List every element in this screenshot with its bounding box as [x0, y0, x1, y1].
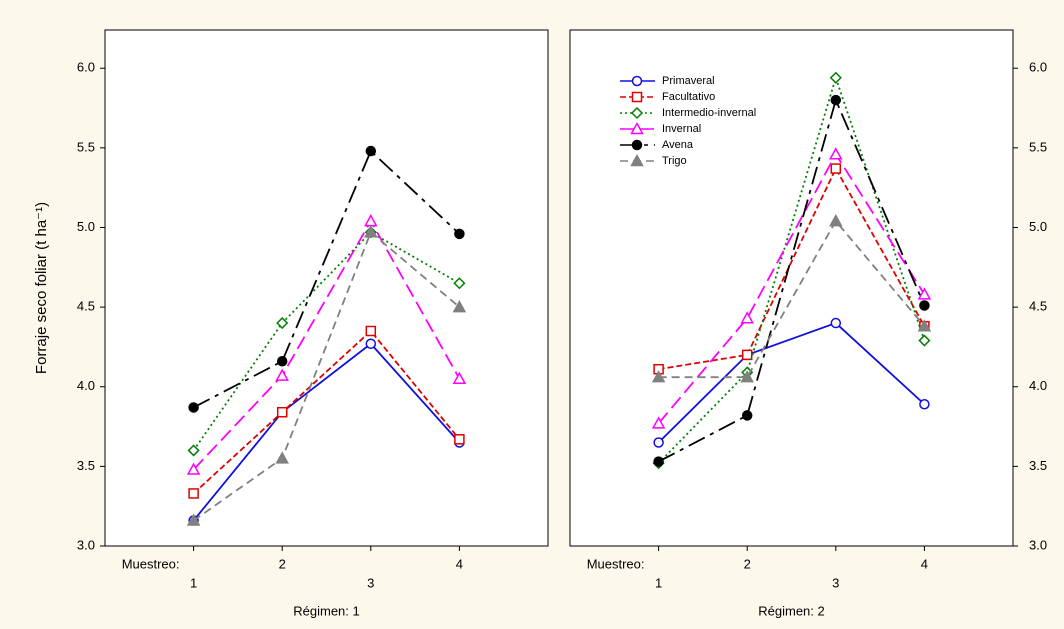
y-tick-label: 3.5	[77, 458, 95, 473]
y-tick-label: 4.5	[1029, 299, 1047, 314]
series-line	[192, 329, 461, 495]
y-tick-label: 4.5	[77, 299, 95, 314]
x-tick-label: 3	[832, 575, 839, 590]
marker	[276, 316, 289, 330]
marker	[275, 368, 289, 381]
marker	[631, 91, 643, 103]
marker	[919, 300, 930, 311]
series-line	[657, 152, 926, 424]
marker	[740, 370, 754, 383]
marker	[630, 121, 644, 135]
marker	[829, 71, 842, 84]
marker	[187, 444, 200, 457]
marker	[830, 163, 842, 174]
marker	[653, 437, 664, 448]
marker	[364, 225, 378, 238]
series-line	[658, 219, 926, 379]
x-tick-label: 4	[456, 556, 463, 571]
legend-label: Intermedio-invernal	[662, 107, 756, 119]
series-line	[657, 322, 926, 444]
legend-label: Trigo	[662, 155, 687, 167]
x-tick-label: 1	[190, 575, 197, 590]
x-tick-label: 2	[279, 556, 286, 571]
marker	[452, 300, 467, 313]
series-line	[657, 74, 926, 464]
marker	[186, 513, 201, 526]
y-tick-label: 6.0	[1029, 60, 1047, 75]
marker	[454, 434, 465, 445]
y-axis-label: Forraje seco foliar (t ha⁻¹)	[33, 202, 50, 374]
y-tick-label: 3.5	[1029, 458, 1047, 473]
marker	[365, 338, 377, 349]
marker	[365, 325, 377, 337]
y-tick-label: 4.0	[1029, 378, 1047, 393]
y-tick-label: 3.0	[77, 537, 95, 552]
y-tick-label: 6.0	[77, 60, 95, 75]
marker	[452, 371, 467, 385]
marker	[830, 317, 842, 329]
legend-label: Facultativo	[662, 91, 715, 103]
marker	[917, 287, 932, 300]
marker	[829, 214, 843, 227]
marker	[651, 370, 666, 383]
series-line	[193, 230, 460, 522]
series-line	[658, 97, 926, 463]
plot-area	[569, 29, 1014, 547]
legend-label: Primaveral	[662, 75, 715, 87]
series-line	[658, 166, 926, 371]
marker	[276, 406, 288, 418]
marker	[741, 349, 753, 361]
y-tick-label: 4.0	[77, 378, 95, 393]
y-tick-label: 5.5	[77, 139, 95, 154]
marker	[276, 356, 288, 367]
x-tick-label: 1	[655, 575, 662, 590]
marker	[653, 456, 664, 467]
marker	[453, 277, 466, 290]
x-caption: Muestreo:	[122, 556, 180, 571]
marker	[365, 145, 377, 157]
marker	[631, 139, 643, 151]
series-line	[193, 149, 461, 409]
x-tick-label: 4	[921, 556, 928, 571]
x-axis-label: Régimen: 2	[758, 603, 824, 618]
plot-area	[104, 29, 549, 547]
marker	[188, 402, 199, 413]
x-tick-label: 2	[744, 556, 751, 571]
series-line	[192, 342, 461, 522]
x-caption: Muestreo:	[587, 556, 645, 571]
y-tick-label: 3.0	[1029, 537, 1047, 552]
marker	[186, 462, 201, 475]
marker	[188, 488, 199, 499]
x-axis-label: Régimen: 1	[293, 603, 359, 618]
marker	[829, 147, 843, 160]
marker	[830, 94, 842, 106]
y-tick-label: 5.0	[1029, 219, 1047, 234]
y-tick-label: 5.5	[1029, 139, 1047, 154]
marker	[651, 416, 666, 429]
marker	[741, 410, 753, 421]
legend-label: Avena	[662, 139, 694, 151]
marker	[630, 153, 644, 167]
marker	[740, 311, 754, 324]
y-tick-label: 5.0	[77, 219, 95, 234]
marker	[917, 319, 932, 332]
series-line	[192, 219, 461, 471]
marker	[919, 399, 930, 410]
marker	[918, 334, 931, 347]
marker	[630, 106, 644, 120]
legend-label: Invernal	[662, 123, 701, 135]
x-tick-label: 3	[367, 575, 374, 590]
marker	[631, 75, 643, 87]
marker	[275, 451, 289, 464]
marker	[454, 228, 465, 240]
